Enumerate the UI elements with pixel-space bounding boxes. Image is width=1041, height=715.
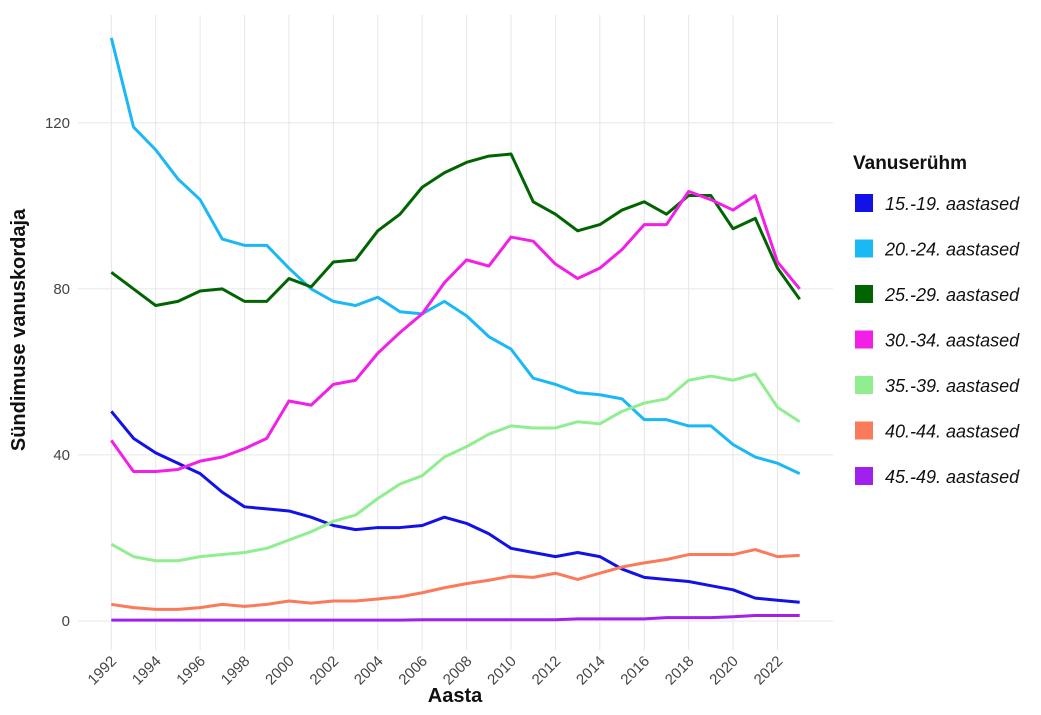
x-tick-label: 1994 <box>129 653 165 689</box>
x-tick-label: 2018 <box>662 653 698 689</box>
x-tick-label: 2014 <box>573 653 609 689</box>
legend-swatch <box>855 376 873 394</box>
legend-label: 45.-49. aastased <box>885 467 1020 487</box>
legend-label: 15.-19. aastased <box>885 194 1020 214</box>
x-tick-label: 2020 <box>706 653 742 689</box>
y-tick-label: 0 <box>62 613 70 630</box>
x-tick-label: 2012 <box>529 653 565 689</box>
x-tick-label: 1992 <box>85 653 121 689</box>
x-tick-label: 1998 <box>218 653 254 689</box>
line <box>111 548 800 611</box>
legend-swatch <box>855 467 873 485</box>
line <box>110 372 801 563</box>
x-tick-label: 2002 <box>307 653 343 689</box>
legend-title: Vanuserühm <box>853 153 967 174</box>
legend-swatch <box>855 285 873 303</box>
x-tick-label: 2008 <box>440 653 476 689</box>
y-tick-label: 40 <box>53 447 70 464</box>
y-axis-title: Sündimuse vanuskordaja <box>8 208 30 451</box>
legend-label: 25.-29. aastased <box>884 285 1020 305</box>
x-axis-title: Aasta <box>428 685 483 707</box>
legend-label: 35.-39. aastased <box>885 376 1020 396</box>
legend-label: 20.-24. aastased <box>884 240 1020 260</box>
x-tick-label: 2006 <box>395 653 431 689</box>
y-tick-label: 80 <box>53 281 70 298</box>
x-tick-label: 2022 <box>751 653 787 689</box>
legend-swatch <box>855 239 873 258</box>
x-tick-label: 2010 <box>484 653 520 689</box>
legend-label: 40.-44. aastased <box>885 422 1020 442</box>
x-tick-label: 2016 <box>617 653 653 689</box>
legend-swatch <box>855 330 873 349</box>
line <box>109 37 801 475</box>
line <box>110 189 801 474</box>
x-tick-label: 2004 <box>351 653 387 689</box>
y-tick-label: 120 <box>45 115 70 132</box>
legend-swatch <box>855 194 873 212</box>
line <box>110 410 800 604</box>
line <box>110 152 801 308</box>
legend-swatch <box>855 421 873 440</box>
line <box>111 614 800 622</box>
legend-label: 30.-34. aastased <box>885 331 1020 351</box>
x-tick-label: 2000 <box>262 653 298 689</box>
x-tick-label: 1996 <box>173 653 209 689</box>
